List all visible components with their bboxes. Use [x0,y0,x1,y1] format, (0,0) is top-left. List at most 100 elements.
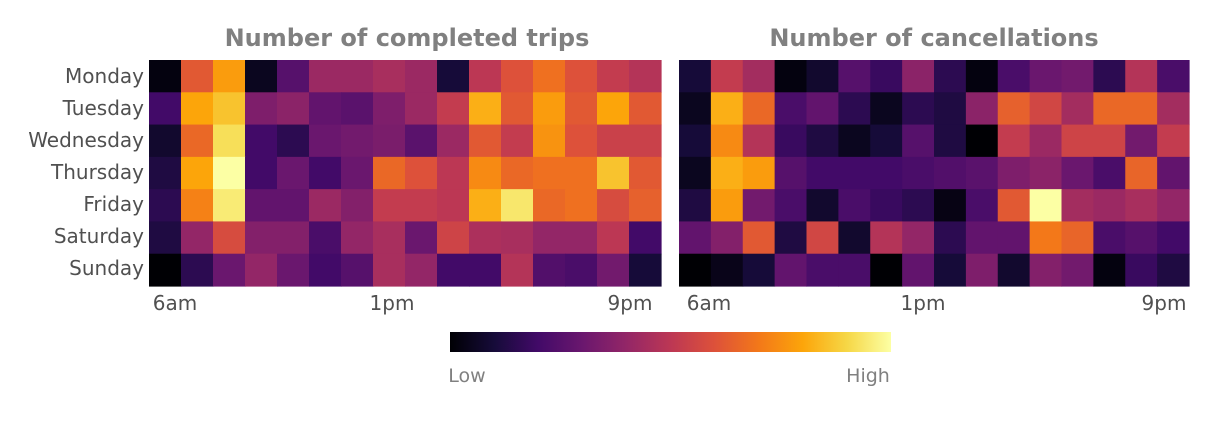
day-label-tuesday: Tuesday [62,96,145,120]
completed-trips-cell-thursday-10 [469,156,502,190]
cancellations-cell-saturday-3 [774,221,808,255]
day-label-sunday: Sunday [69,256,144,280]
completed-trips-cell-sunday-1 [181,253,214,287]
cancellations-title: Number of cancellations [769,24,1098,52]
completed-trips-cell-saturday-3 [245,221,278,255]
cancellations-cell-monday-4 [806,60,839,93]
colorbar: Low High [448,332,891,387]
completed-trips-cell-friday-1 [181,189,214,223]
cancellations-cell-friday-3 [774,189,808,223]
cancellations-cell-saturday-11 [1029,221,1063,255]
completed-trips-cell-sunday-3 [245,253,278,287]
cancellations-cell-thursday-4 [806,156,839,190]
cancellations-cell-friday-7 [902,189,935,223]
completed-trips-cell-wednesday-14 [597,124,630,158]
cancellations-cell-monday-1 [710,60,744,93]
completed-trips-cell-thursday-12 [533,156,566,190]
completed-trips-cell-saturday-11 [501,221,534,255]
cancellations-cell-sunday-14 [1125,253,1158,287]
cancellations-cell-tuesday-14 [1125,92,1158,126]
cancellations-cell-friday-1 [710,189,744,223]
colorbar-high-label: High [846,365,890,387]
completed-trips-cell-thursday-9 [437,156,470,190]
colorbar-gradient [450,332,891,352]
cancellations-cell-thursday-5 [838,156,871,190]
cancellations-cell-saturday-9 [965,221,999,255]
cancellations-cell-tuesday-5 [838,92,871,126]
cancellations-cell-wednesday-0 [679,124,712,158]
completed-trips-cell-tuesday-5 [309,92,342,126]
completed-trips-cell-wednesday-1 [181,124,214,158]
completed-trips-cell-sunday-4 [277,253,310,287]
cancellations-cell-sunday-15 [1157,253,1190,287]
completed-trips-cell-friday-8 [405,189,438,223]
cancellations-cell-saturday-15 [1157,221,1190,255]
cancellations-cell-friday-14 [1125,189,1158,223]
cancellations-cell-saturday-7 [902,221,935,255]
completed-trips-cell-saturday-13 [565,221,598,255]
completed-trips-cell-friday-3 [245,189,278,223]
cancellations-cell-saturday-6 [870,221,903,255]
completed-trips-cell-monday-13 [565,60,598,93]
completed-trips-cell-sunday-9 [437,253,470,287]
cancellations-cell-thursday-15 [1157,156,1190,190]
cancellations-cell-friday-12 [1061,189,1094,223]
cancellations-cell-tuesday-1 [710,92,744,126]
cancellations-cell-wednesday-6 [870,124,903,158]
completed-trips-cell-saturday-4 [277,221,310,255]
completed-trips-cell-friday-5 [309,189,342,223]
cancellations-cell-tuesday-7 [902,92,935,126]
completed-trips-cell-wednesday-8 [405,124,438,158]
cancellations-cell-saturday-13 [1093,221,1126,255]
completed-trips-cell-sunday-14 [597,253,630,287]
cancellations-cell-tuesday-0 [679,92,712,126]
completed-trips-cell-tuesday-2 [213,92,246,126]
cancellations-cell-thursday-3 [774,156,808,190]
completed-trips-cell-friday-4 [277,189,310,223]
cancellations-cell-monday-8 [934,60,967,93]
day-label-saturday: Saturday [54,224,144,248]
completed-trips-cell-thursday-14 [597,156,630,190]
cancellations-cell-wednesday-3 [774,124,808,158]
completed-trips-cell-thursday-8 [405,156,438,190]
completed-trips-cell-sunday-11 [501,253,534,287]
completed-trips-cell-monday-12 [533,60,566,93]
x-tick-9pm: 9pm [608,291,653,315]
completed-trips-cell-saturday-7 [373,221,406,255]
completed-trips-cell-monday-14 [597,60,630,93]
completed-trips-cell-tuesday-6 [341,92,374,126]
completed-trips-cell-tuesday-3 [245,92,278,126]
completed-trips-cell-thursday-0 [149,156,182,190]
completed-trips-cell-sunday-5 [309,253,342,287]
completed-trips-cell-tuesday-14 [597,92,630,126]
cancellations-cell-thursday-7 [902,156,935,190]
day-label-friday: Friday [83,192,144,216]
completed-trips-cell-saturday-8 [405,221,438,255]
completed-trips-cell-wednesday-9 [437,124,470,158]
completed-trips-cell-sunday-13 [565,253,598,287]
completed-trips-cell-saturday-9 [437,221,470,255]
cancellations-cell-sunday-8 [934,253,967,287]
day-label-thursday: Thursday [50,160,144,184]
completed-trips-heatmap [149,60,662,287]
cancellations-cell-saturday-1 [710,221,744,255]
cancellations-cell-sunday-10 [997,253,1031,287]
cancellations-cell-sunday-13 [1093,253,1126,287]
completed-trips-title: Number of completed trips [225,24,590,52]
completed-trips-cell-tuesday-10 [469,92,502,126]
completed-trips-cell-friday-9 [437,189,470,223]
cancellations-cell-monday-15 [1157,60,1190,93]
day-labels: Monday Tuesday Wednesday Thursday Friday… [28,64,144,280]
completed-trips-cell-thursday-1 [181,156,214,190]
cancellations-cell-wednesday-2 [742,124,776,158]
completed-trips-cell-tuesday-12 [533,92,566,126]
cancellations-cell-friday-10 [997,189,1031,223]
completed-trips-cell-wednesday-7 [373,124,406,158]
cancellations-cell-monday-11 [1029,60,1063,93]
cancellations-cell-friday-2 [742,189,776,223]
completed-trips-cell-thursday-15 [629,156,662,190]
colorbar-low-label: Low [448,365,485,387]
cancellations-cell-monday-2 [742,60,776,93]
cancellations-cell-monday-10 [997,60,1031,93]
completed-trips-cell-wednesday-2 [213,124,246,158]
